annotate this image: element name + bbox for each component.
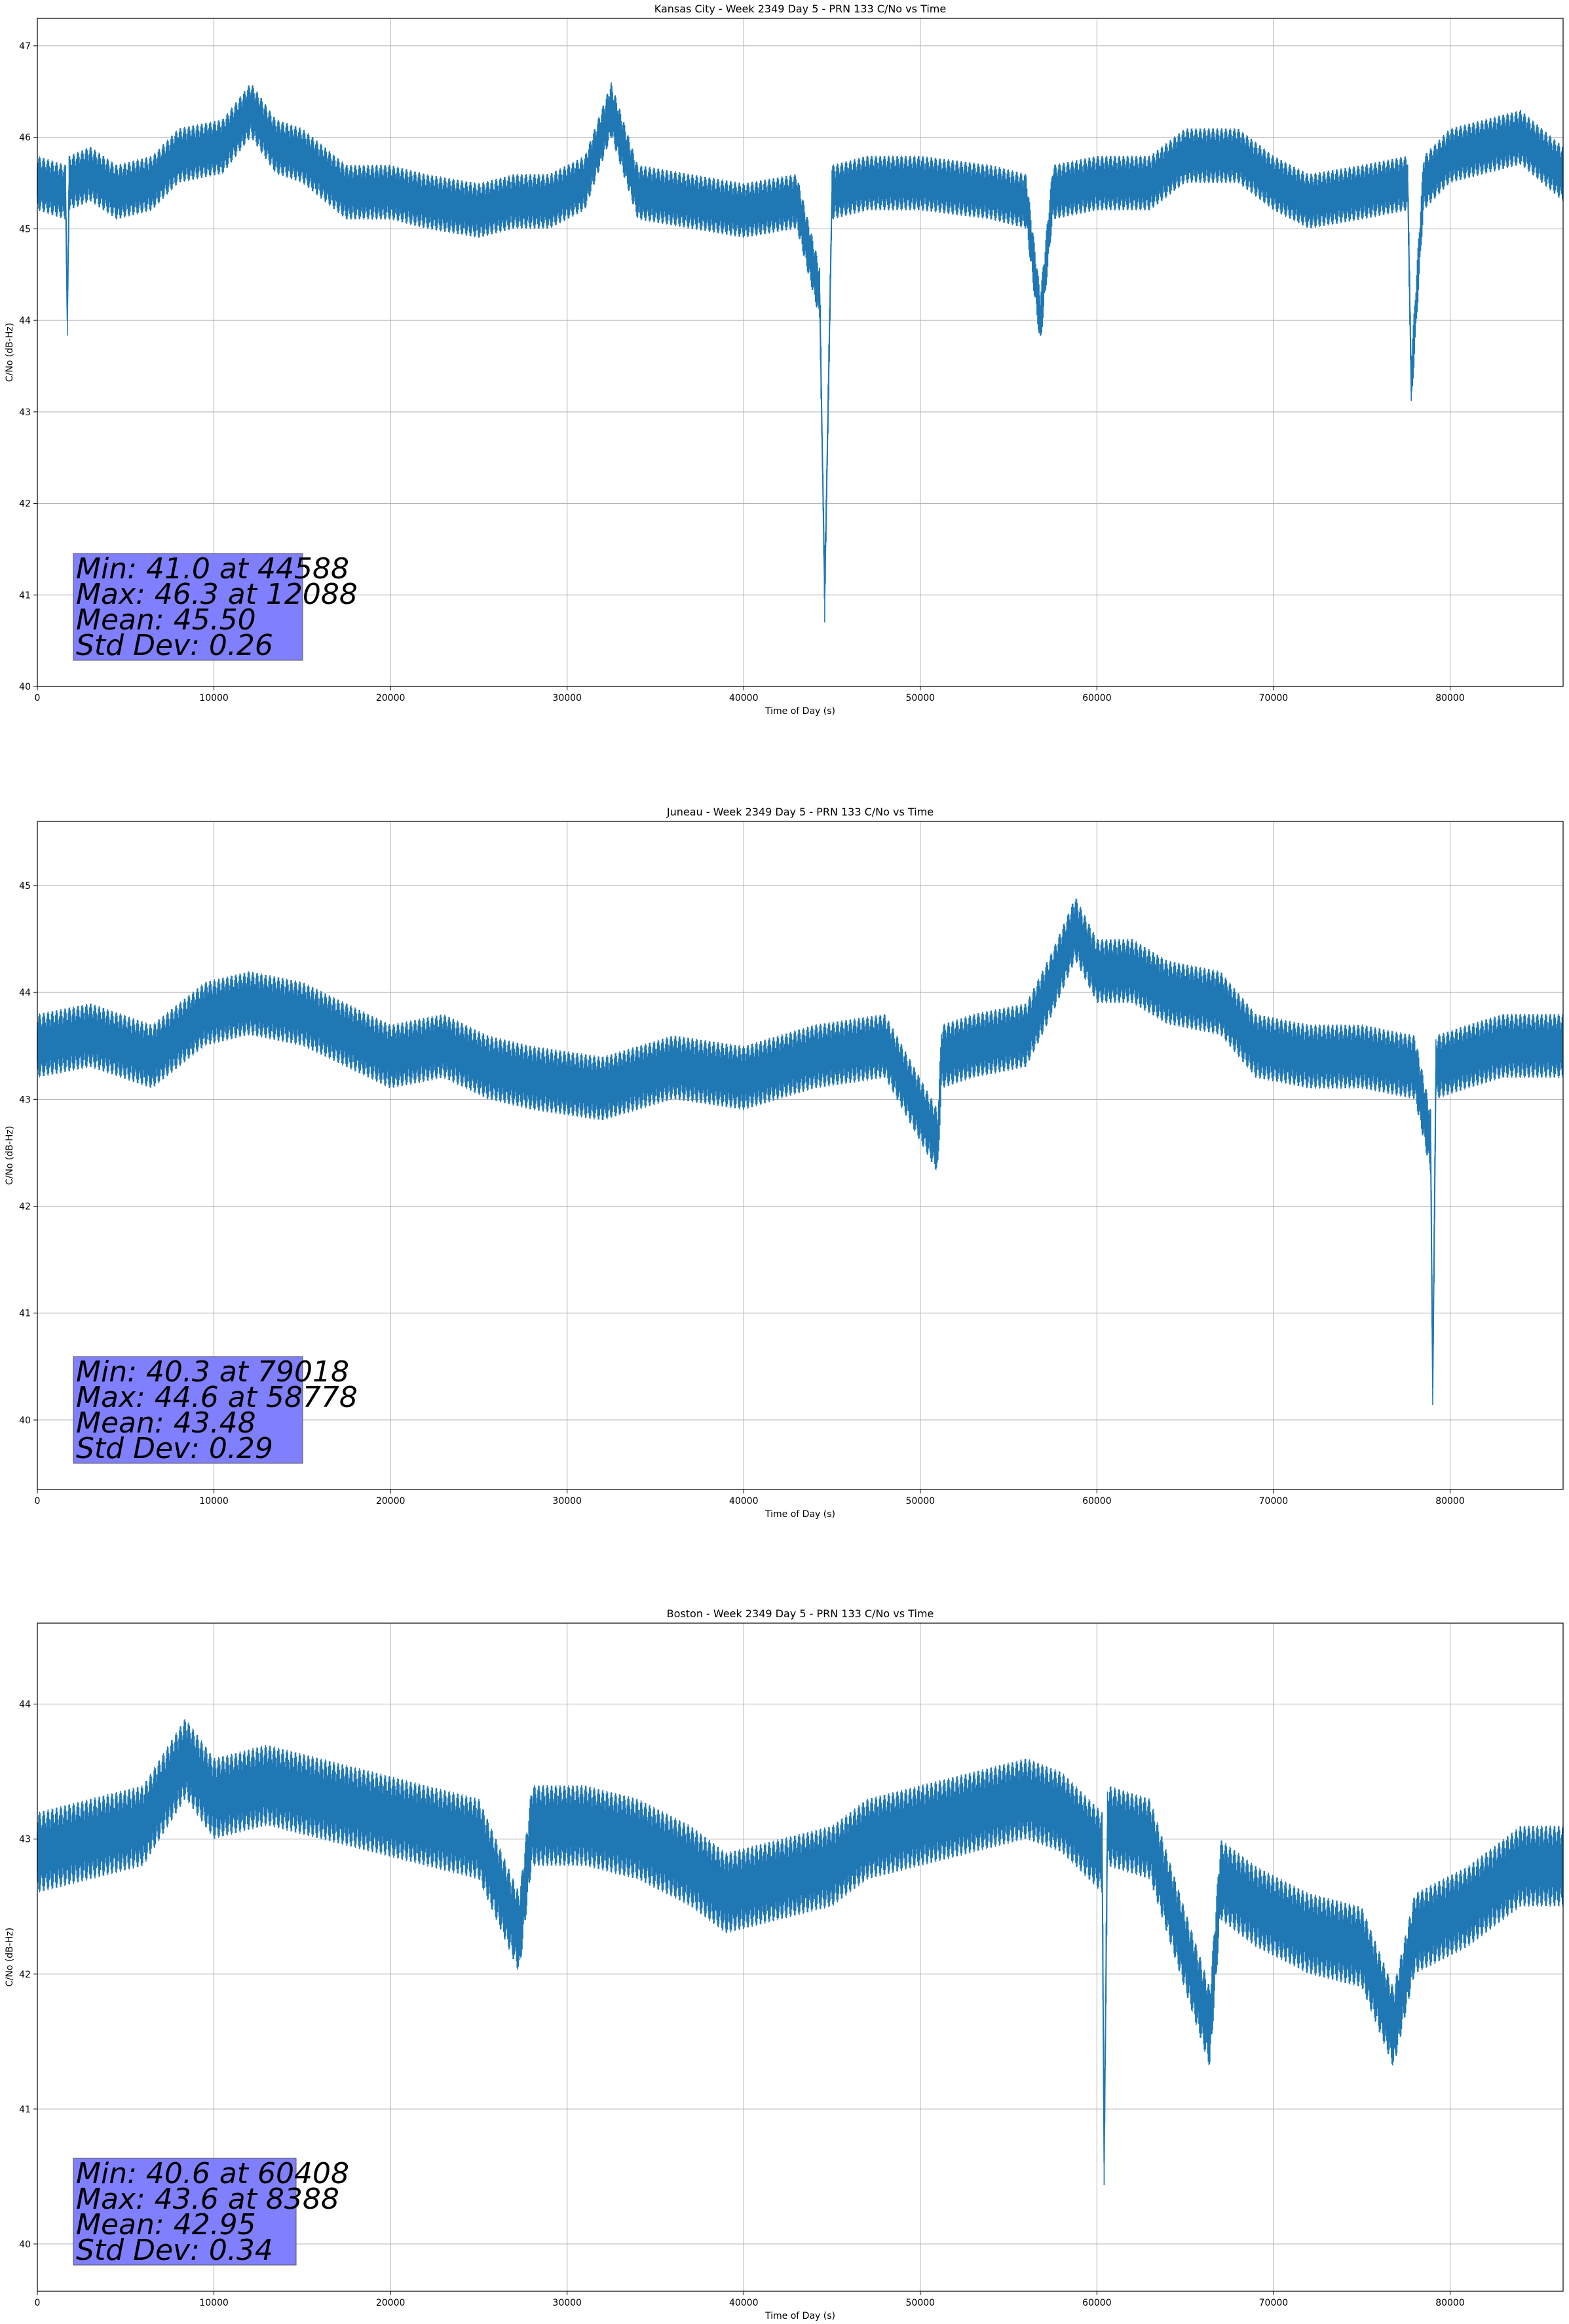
stats-text: Mean: 43.48: [76, 1406, 256, 1440]
stats-text: Max: 43.6 at 8388: [76, 2183, 339, 2216]
stats-text: Min: 41.0 at 44588: [76, 552, 349, 586]
x-tick-label: 60000: [1082, 693, 1112, 703]
chart-title: Boston - Week 2349 Day 5 - PRN 133 C/No …: [667, 1607, 934, 1620]
y-tick-label: 45: [19, 881, 31, 891]
y-tick-label: 40: [19, 682, 31, 692]
x-tick-label: 80000: [1435, 1496, 1465, 1507]
chart-title: Juneau - Week 2349 Day 5 - PRN 133 C/No …: [666, 806, 934, 818]
x-tick-label: 40000: [729, 2298, 759, 2308]
y-tick-label: 45: [19, 224, 31, 234]
x-tick-label: 50000: [906, 1496, 936, 1507]
x-axis-label: Time of Day (s): [765, 1509, 835, 1520]
x-tick-label: 30000: [552, 2298, 582, 2308]
data-noise-band: [37, 82, 1564, 623]
y-tick-label: 41: [19, 1309, 31, 1319]
y-tick-label: 46: [19, 133, 31, 143]
stats-text: Max: 46.3 at 12088: [76, 578, 358, 611]
y-tick-label: 42: [19, 1970, 31, 1980]
x-tick-label: 40000: [729, 1496, 759, 1507]
x-tick-label: 20000: [376, 693, 406, 703]
y-tick-label: 47: [19, 41, 31, 52]
x-tick-label: 10000: [199, 1496, 229, 1507]
chart-title: Kansas City - Week 2349 Day 5 - PRN 133 …: [654, 3, 946, 15]
x-tick-label: 70000: [1259, 2298, 1289, 2308]
chart-panel: 0 10000 20000 30000 40000 50000 60000 70000 8000…: [5, 3, 1564, 717]
x-tick-label: 50000: [906, 2298, 936, 2308]
stats-box: [73, 553, 303, 661]
x-tick-label: 70000: [1259, 1496, 1289, 1507]
x-tick-label: 20000: [376, 1496, 406, 1507]
x-tick-label: 80000: [1435, 2298, 1465, 2308]
y-axis-label: C/No (dB-Hz): [5, 1928, 15, 1987]
y-tick-label: 44: [19, 988, 31, 998]
x-tick-label: 80000: [1435, 693, 1465, 703]
x-tick-label: 10000: [199, 693, 229, 703]
stats-text: Mean: 42.95: [76, 2208, 256, 2241]
y-tick-label: 41: [19, 2105, 31, 2115]
x-axis-label: Time of Day (s): [765, 706, 835, 717]
x-tick-label: 70000: [1259, 693, 1289, 703]
y-tick-label: 42: [19, 1202, 31, 1212]
y-axis-label: C/No (dB-Hz): [5, 1126, 15, 1185]
chart-panel: 0 10000 20000 30000 40000 50000 60000 70000 8000…: [5, 806, 1564, 1520]
y-tick-label: 43: [19, 1095, 31, 1105]
x-tick-label: 60000: [1082, 2298, 1112, 2308]
y-tick-label: 40: [19, 2240, 31, 2250]
y-tick-label: 42: [19, 499, 31, 510]
data-noise-band: [37, 898, 1564, 1406]
y-tick-label: 41: [19, 590, 31, 601]
y-tick-label: 43: [19, 1835, 31, 1845]
axes-frame: [37, 18, 1564, 687]
x-tick-label: 40000: [729, 693, 759, 703]
x-tick-label: 0: [35, 1496, 41, 1507]
x-tick-label: 0: [35, 2298, 41, 2308]
y-tick-label: 43: [19, 407, 31, 418]
x-axis-label: Time of Day (s): [765, 2311, 835, 2321]
stats-text: Mean: 45.50: [76, 603, 256, 637]
y-tick-label: 44: [19, 1700, 31, 1710]
y-tick-label: 44: [19, 316, 31, 326]
data-noise-band: [37, 1719, 1564, 2186]
x-tick-label: 20000: [376, 2298, 406, 2308]
x-tick-label: 10000: [199, 2298, 229, 2308]
stats-text: Std Dev: 0.29: [76, 1432, 273, 1465]
x-tick-label: 0: [35, 693, 41, 703]
stats-box: [73, 1356, 303, 1464]
axes-frame: [37, 1622, 1564, 2292]
y-tick-label: 40: [19, 1415, 31, 1426]
stats-text: Max: 44.6 at 58778: [76, 1381, 358, 1414]
stats-text: Min: 40.6 at 60408: [76, 2157, 349, 2190]
stats-text: Std Dev: 0.26: [76, 629, 273, 662]
x-tick-label: 30000: [552, 1496, 582, 1507]
x-tick-label: 50000: [906, 693, 936, 703]
x-tick-label: 60000: [1082, 1496, 1112, 1507]
x-tick-label: 30000: [552, 693, 582, 703]
stats-box: [73, 2158, 297, 2266]
chart-panel: 0 10000 20000 30000 40000 50000 60000 70000 8000…: [5, 1607, 1564, 2321]
y-axis-label: C/No (dB-Hz): [5, 323, 15, 382]
stats-text: Min: 40.3 at 79018: [76, 1355, 349, 1389]
stats-text: Std Dev: 0.34: [76, 2234, 273, 2267]
axes-frame: [37, 821, 1564, 1490]
